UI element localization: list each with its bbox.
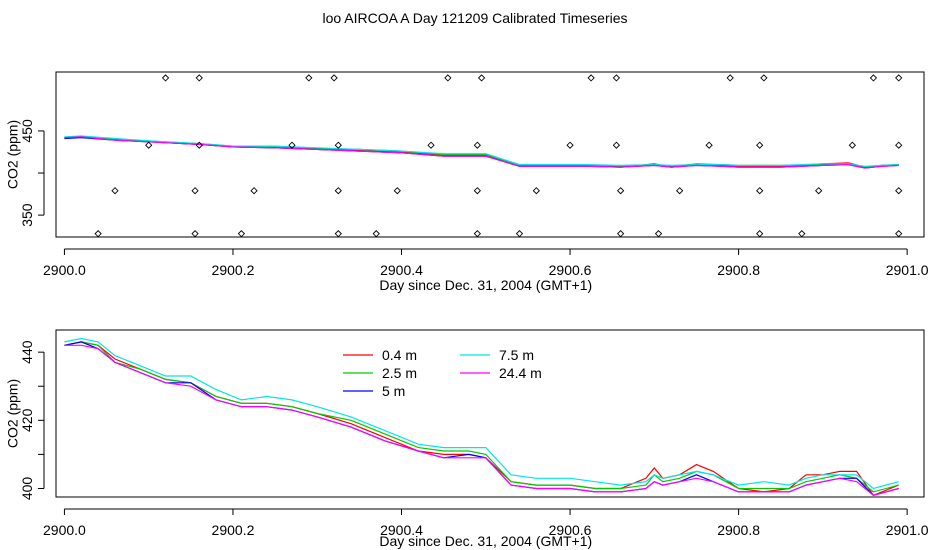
diamond-marker: [895, 187, 903, 195]
y-tick-label: 440: [19, 340, 35, 364]
legend-label: 0.4 m: [382, 347, 417, 363]
diamond-marker: [848, 141, 857, 149]
x-tick-label: 2901.0: [886, 262, 929, 278]
diamond-marker: [473, 229, 481, 238]
diamond-marker: [756, 187, 764, 195]
diamond-marker: [111, 187, 119, 195]
diamond-marker: [305, 74, 313, 82]
legend-label: 7.5 m: [499, 347, 534, 363]
diamond-marker: [815, 187, 823, 195]
diamond-marker: [515, 229, 524, 238]
y-tick-label: 400: [19, 477, 35, 501]
diamond-marker: [895, 141, 903, 149]
series-line-3: [64, 135, 899, 167]
x-tick-label: 2900.0: [43, 262, 86, 278]
plot-frame: [55, 329, 925, 498]
diamond-marker: [427, 141, 435, 149]
series-line-7-5-m: [64, 337, 899, 490]
diamond-marker: [612, 74, 621, 82]
diamond-marker: [237, 229, 246, 238]
diamond-marker: [191, 187, 199, 195]
diamond-marker: [616, 187, 625, 195]
plot-frame: [55, 71, 925, 238]
y-tick-label: 350: [19, 203, 35, 227]
diamond-marker: [334, 187, 342, 195]
bottom-panel: 2900.0 2900.2 2900.4 2900.6 2900.8 2901.0 Day …: [5, 329, 929, 549]
diamond-marker: [616, 229, 625, 238]
diamond-marker: [705, 141, 713, 149]
x-axis-label: Day since Dec. 31, 2004 (GMT+1): [379, 277, 592, 293]
diamond-marker: [372, 229, 380, 238]
legend-label: 5 m: [382, 383, 405, 399]
x-tick-label: 2900.4: [380, 262, 423, 278]
x-tick-label: 2901.0: [886, 522, 929, 538]
diamond-marker: [532, 187, 540, 195]
figure-title: loo AIRCOA A Day 121209 Calibrated Times…: [322, 10, 628, 26]
diamond-marker: [612, 141, 621, 149]
diamond-marker: [288, 141, 296, 149]
series-line-24-4-m: [64, 344, 899, 496]
diamond-marker: [444, 74, 452, 82]
top-panel: 2900.0 2900.2 2900.4 2900.6 2900.8 2901.0 Day …: [5, 71, 929, 293]
diamond-marker: [654, 229, 663, 238]
x-tick-label: 2900.8: [717, 522, 760, 538]
x-axis-label: Day since Dec. 31, 2004 (GMT+1): [379, 533, 592, 549]
diamond-marker: [895, 229, 903, 238]
diamond-marker: [330, 74, 338, 82]
diamond-marker: [798, 229, 806, 238]
diamond-marker: [145, 141, 153, 149]
diamond-marker: [895, 74, 903, 82]
series-line-4: [64, 136, 899, 169]
series-line-2-5-m: [64, 341, 899, 493]
diamond-marker: [473, 141, 481, 149]
y-axis-label: CO2 (ppm): [5, 379, 21, 448]
series-line-2: [64, 137, 899, 169]
x-tick-label: 2900.4: [380, 522, 423, 538]
series-line-0-4-m: [64, 341, 899, 497]
diamond-marker: [195, 74, 203, 82]
series-line-1: [64, 136, 899, 168]
diamond-marker: [161, 74, 170, 82]
diamond-marker: [473, 187, 481, 195]
legend-label: 24.4 m: [499, 365, 542, 381]
diamond-marker: [869, 74, 878, 82]
diamond-marker: [760, 74, 768, 82]
diamond-marker: [756, 141, 764, 149]
diamond-marker: [191, 229, 199, 238]
diamond-marker: [726, 74, 734, 82]
x-tick-label: 2900.0: [43, 522, 86, 538]
diamond-marker: [250, 187, 258, 195]
diamond-marker: [587, 74, 595, 82]
diamond-marker: [195, 141, 203, 149]
diamond-marker: [477, 74, 486, 82]
x-tick-label: 2900.6: [549, 522, 592, 538]
diamond-marker: [566, 141, 574, 149]
diamond-marker: [393, 187, 401, 195]
y-tick-label: 420: [19, 408, 35, 432]
series-line-5-m: [64, 341, 899, 496]
x-tick-label: 2900.8: [717, 262, 760, 278]
diamond-marker: [334, 141, 342, 149]
series-line-0: [64, 136, 899, 168]
y-tick-label: 450: [19, 119, 35, 143]
y-axis-label: CO2 (ppm): [5, 120, 21, 189]
diamond-marker: [94, 229, 102, 238]
x-tick-label: 2900.2: [212, 522, 255, 538]
x-tick-label: 2900.2: [212, 262, 255, 278]
diamond-marker: [756, 229, 764, 238]
diamond-marker: [334, 229, 342, 238]
x-tick-label: 2900.6: [549, 262, 592, 278]
diamond-marker: [675, 187, 684, 195]
legend-label: 2.5 m: [382, 365, 417, 381]
